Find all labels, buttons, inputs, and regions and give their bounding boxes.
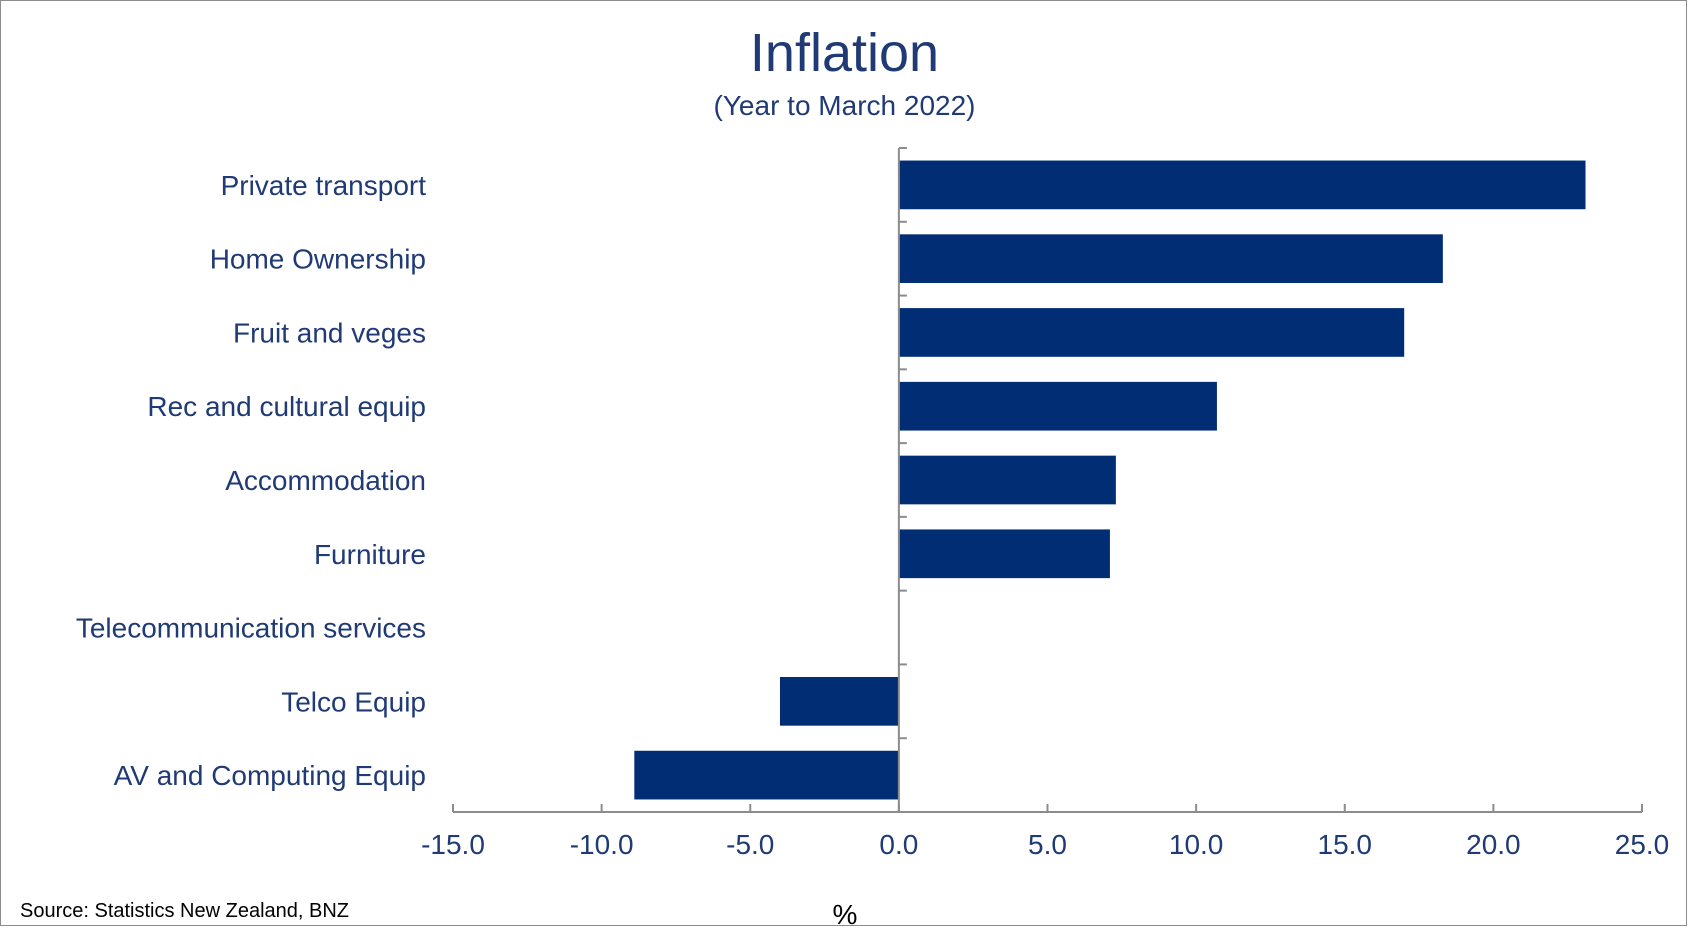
bar	[898, 529, 1110, 579]
bar	[898, 160, 1586, 210]
category-label: Furniture	[314, 539, 426, 570]
bar	[898, 455, 1116, 505]
x-axis-label: %	[833, 899, 858, 928]
category-label: Telecommunication services	[76, 613, 426, 644]
category-label: AV and Computing Equip	[114, 760, 426, 791]
category-label: Fruit and veges	[233, 317, 426, 348]
bar	[779, 676, 899, 726]
chart-subtitle: (Year to March 2022)	[713, 90, 976, 121]
x-tick-label: 10.0	[1169, 829, 1224, 860]
chart-title: Inflation	[749, 23, 940, 83]
axes-group	[452, 147, 1643, 813]
x-tick-label: -15.0	[421, 829, 485, 860]
bar	[634, 750, 899, 800]
x-tick-label: 5.0	[1028, 829, 1067, 860]
x-tick-label: 25.0	[1615, 829, 1670, 860]
bar	[898, 308, 1405, 357]
category-label: Rec and cultural equip	[147, 391, 426, 422]
x-tick-label: -5.0	[726, 829, 774, 860]
category-label: Private transport	[221, 170, 427, 201]
bar	[898, 381, 1217, 431]
x-tick-label: 20.0	[1466, 829, 1521, 860]
labels-group: Private transport Home Ownership Fruit and…	[76, 170, 1669, 860]
source-note: Source: Statistics New Zealand, BNZ	[20, 900, 350, 922]
category-label: Home Ownership	[210, 244, 426, 275]
category-label: Accommodation	[225, 465, 426, 496]
x-tick-label: 15.0	[1318, 829, 1373, 860]
x-tick-label: 0.0	[879, 829, 918, 860]
category-label: Telco Equip	[281, 686, 426, 717]
bar	[898, 234, 1443, 284]
bars-group	[634, 160, 1586, 800]
x-tick-label: -10.0	[570, 829, 634, 860]
